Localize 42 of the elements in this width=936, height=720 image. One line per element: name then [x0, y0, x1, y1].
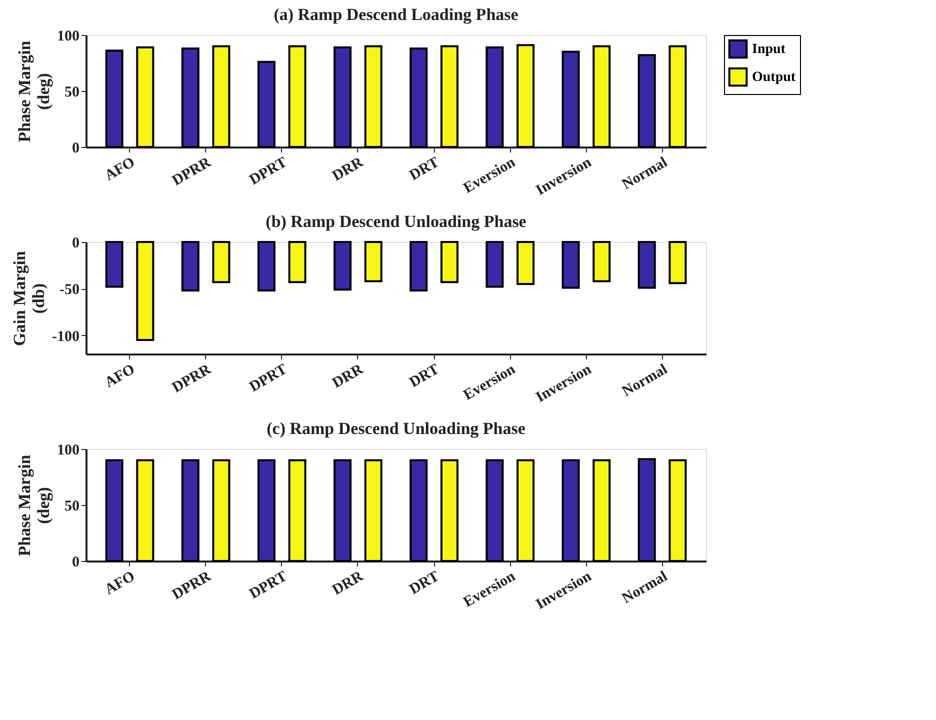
y-axis-title: Phase Margin (deg)	[15, 454, 53, 556]
y-tick-label: -50	[60, 282, 80, 298]
bar	[410, 47, 428, 148]
bar	[288, 45, 306, 148]
bar	[440, 45, 458, 148]
y-tick-label: 0	[72, 554, 80, 570]
y-tick-label: 0	[72, 140, 80, 156]
x-tick-label: AFO	[102, 568, 138, 598]
x-tick-label: AFO	[102, 154, 138, 184]
bar	[592, 45, 611, 148]
y-tick-label: 0	[72, 236, 80, 252]
bar	[105, 50, 124, 148]
y-tick-label: 100	[57, 442, 80, 458]
x-tick-label: DRT	[407, 362, 442, 391]
y-tick-label: 100	[57, 28, 80, 44]
x-tick-label: DRT	[407, 154, 442, 184]
x-tick-label: DRR	[330, 568, 366, 599]
bar	[486, 46, 504, 148]
y-tick-label: -100	[52, 328, 80, 345]
bar	[257, 60, 276, 148]
bar	[562, 50, 580, 148]
x-tick-label: DRR	[330, 154, 366, 185]
bar	[668, 45, 687, 148]
bar	[136, 46, 154, 148]
bar	[516, 44, 535, 148]
x-tick-label: DRT	[407, 568, 442, 598]
legend-label: Output	[752, 70, 796, 85]
legend-label: Input	[752, 42, 786, 57]
bar	[334, 46, 352, 148]
chart-title: (b) Ramp Descend Unloading Phase	[266, 212, 527, 231]
x-tick-label: DRR	[330, 361, 366, 392]
y-axis-title: Phase Margin (deg)	[15, 40, 53, 142]
y-tick-label: 50	[64, 498, 80, 514]
bar	[364, 45, 382, 148]
chart-title: (c) Ramp Descend Unloading Phase	[266, 419, 526, 438]
y-axis-title: Gain Margin (db)	[10, 250, 48, 346]
bar	[638, 54, 656, 148]
bar	[181, 47, 200, 148]
bar	[212, 45, 230, 148]
chart-title: (a) Ramp Descend Loading Phase	[274, 5, 519, 24]
x-tick-label: AFO	[102, 362, 138, 392]
y-tick-label: 50	[64, 84, 80, 100]
